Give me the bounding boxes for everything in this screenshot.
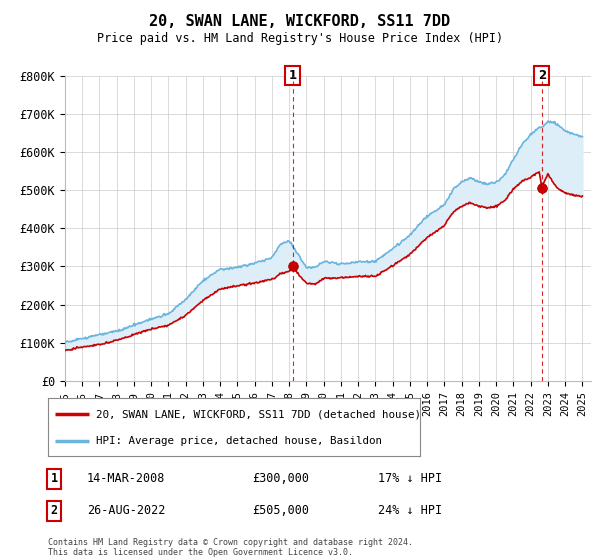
Text: HPI: Average price, detached house, Basildon: HPI: Average price, detached house, Basi…: [97, 436, 382, 446]
Text: 1: 1: [50, 472, 58, 486]
Text: 2: 2: [538, 69, 546, 82]
Text: £300,000: £300,000: [252, 472, 309, 486]
Text: 26-AUG-2022: 26-AUG-2022: [87, 504, 166, 517]
Text: £505,000: £505,000: [252, 504, 309, 517]
Text: Price paid vs. HM Land Registry's House Price Index (HPI): Price paid vs. HM Land Registry's House …: [97, 32, 503, 45]
Text: 17% ↓ HPI: 17% ↓ HPI: [378, 472, 442, 486]
Text: Contains HM Land Registry data © Crown copyright and database right 2024.
This d: Contains HM Land Registry data © Crown c…: [48, 538, 413, 557]
Text: 2: 2: [50, 504, 58, 517]
Text: 24% ↓ HPI: 24% ↓ HPI: [378, 504, 442, 517]
Text: 1: 1: [289, 69, 296, 82]
Text: 14-MAR-2008: 14-MAR-2008: [87, 472, 166, 486]
Text: 20, SWAN LANE, WICKFORD, SS11 7DD (detached house): 20, SWAN LANE, WICKFORD, SS11 7DD (detac…: [97, 409, 421, 419]
Text: 20, SWAN LANE, WICKFORD, SS11 7DD: 20, SWAN LANE, WICKFORD, SS11 7DD: [149, 14, 451, 29]
